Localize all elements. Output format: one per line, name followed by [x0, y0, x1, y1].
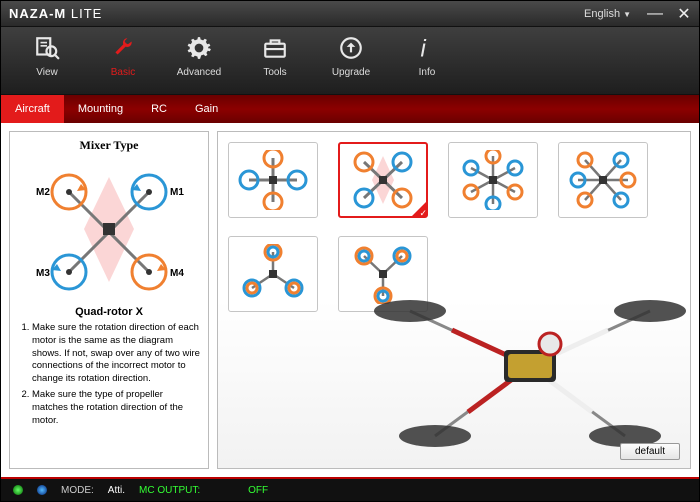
- aircraft-option-hex-y[interactable]: [338, 236, 428, 312]
- subtab-gain[interactable]: Gain: [181, 95, 232, 123]
- subtab-aircraft[interactable]: Aircraft: [1, 95, 64, 123]
- default-button[interactable]: default: [620, 443, 680, 460]
- mixer-info-panel: Mixer Type M2 M1 M3: [9, 131, 209, 469]
- toolbar-tools[interactable]: Tools: [247, 33, 303, 94]
- basic-icon: [110, 33, 136, 63]
- close-button[interactable]: ✕: [677, 4, 691, 24]
- toolbar-label: View: [36, 67, 58, 78]
- tools-icon: [262, 33, 288, 63]
- language-selector[interactable]: English▼: [584, 8, 631, 20]
- content-area: Mixer Type M2 M1 M3: [1, 123, 699, 477]
- mode-label: MODE:: [61, 485, 94, 496]
- instruction-item: Make sure the type of propeller matches …: [32, 389, 200, 427]
- mixer-config-name: Quad-rotor X: [18, 306, 200, 318]
- upgrade-icon: [338, 33, 364, 63]
- toolbar-advanced[interactable]: Advanced: [171, 33, 227, 94]
- svg-text:M3: M3: [36, 268, 50, 279]
- status-led-green: [13, 485, 23, 495]
- toolbar-label: Info: [419, 67, 436, 78]
- mixer-diagram: M2 M1 M3 M4: [24, 157, 194, 302]
- toolbar-upgrade[interactable]: Upgrade: [323, 33, 379, 94]
- toolbar-info[interactable]: i Info: [399, 33, 455, 94]
- toolbar-label: Basic: [111, 67, 135, 78]
- minimize-button[interactable]: —: [647, 5, 661, 23]
- selected-check-icon: [411, 201, 427, 217]
- svg-text:M2: M2: [36, 187, 50, 198]
- titlebar: NAZA-M LITE English▼ — ✕: [1, 1, 699, 27]
- toolbar-view[interactable]: View: [19, 33, 75, 94]
- subtab-rc[interactable]: RC: [137, 95, 181, 123]
- svg-text:i: i: [421, 36, 427, 61]
- svg-text:M4: M4: [170, 268, 184, 279]
- info-icon: i: [414, 33, 440, 63]
- subtab-mounting[interactable]: Mounting: [64, 95, 137, 123]
- instructions-list: Make sure the rotation direction of each…: [18, 322, 200, 431]
- aircraft-select-panel: default: [217, 131, 691, 469]
- toolbar-basic[interactable]: Basic: [95, 33, 151, 94]
- aircraft-option-hex-plus[interactable]: [448, 142, 538, 218]
- aircraft-option-quad-plus[interactable]: [228, 142, 318, 218]
- main-toolbar: View Basic Advanced Tools Upgrade: [1, 27, 699, 95]
- aircraft-grid: [228, 142, 680, 312]
- mc-output-label: MC OUTPUT:: [139, 485, 200, 496]
- aircraft-option-hex-x[interactable]: [558, 142, 648, 218]
- statusbar: MODE: Atti. MC OUTPUT: OFF: [1, 477, 699, 501]
- mc-output-value: OFF: [248, 485, 268, 496]
- view-icon: [34, 33, 60, 63]
- app-window: NAZA-M LITE English▼ — ✕ View Basic: [0, 0, 700, 502]
- mixer-title: Mixer Type: [18, 138, 200, 153]
- svg-text:M1: M1: [170, 187, 184, 198]
- mode-value: Atti.: [108, 485, 125, 496]
- toolbar-label: Advanced: [177, 67, 221, 78]
- toolbar-label: Tools: [263, 67, 286, 78]
- advanced-icon: [186, 33, 212, 63]
- aircraft-option-hex-iy[interactable]: [228, 236, 318, 312]
- toolbar-label: Upgrade: [332, 67, 370, 78]
- instruction-item: Make sure the rotation direction of each…: [32, 322, 200, 386]
- app-title: NAZA-M LITE: [9, 6, 102, 21]
- status-led-blue: [37, 485, 47, 495]
- sub-tabs: Aircraft Mounting RC Gain: [1, 95, 699, 123]
- aircraft-option-quad-x[interactable]: [338, 142, 428, 218]
